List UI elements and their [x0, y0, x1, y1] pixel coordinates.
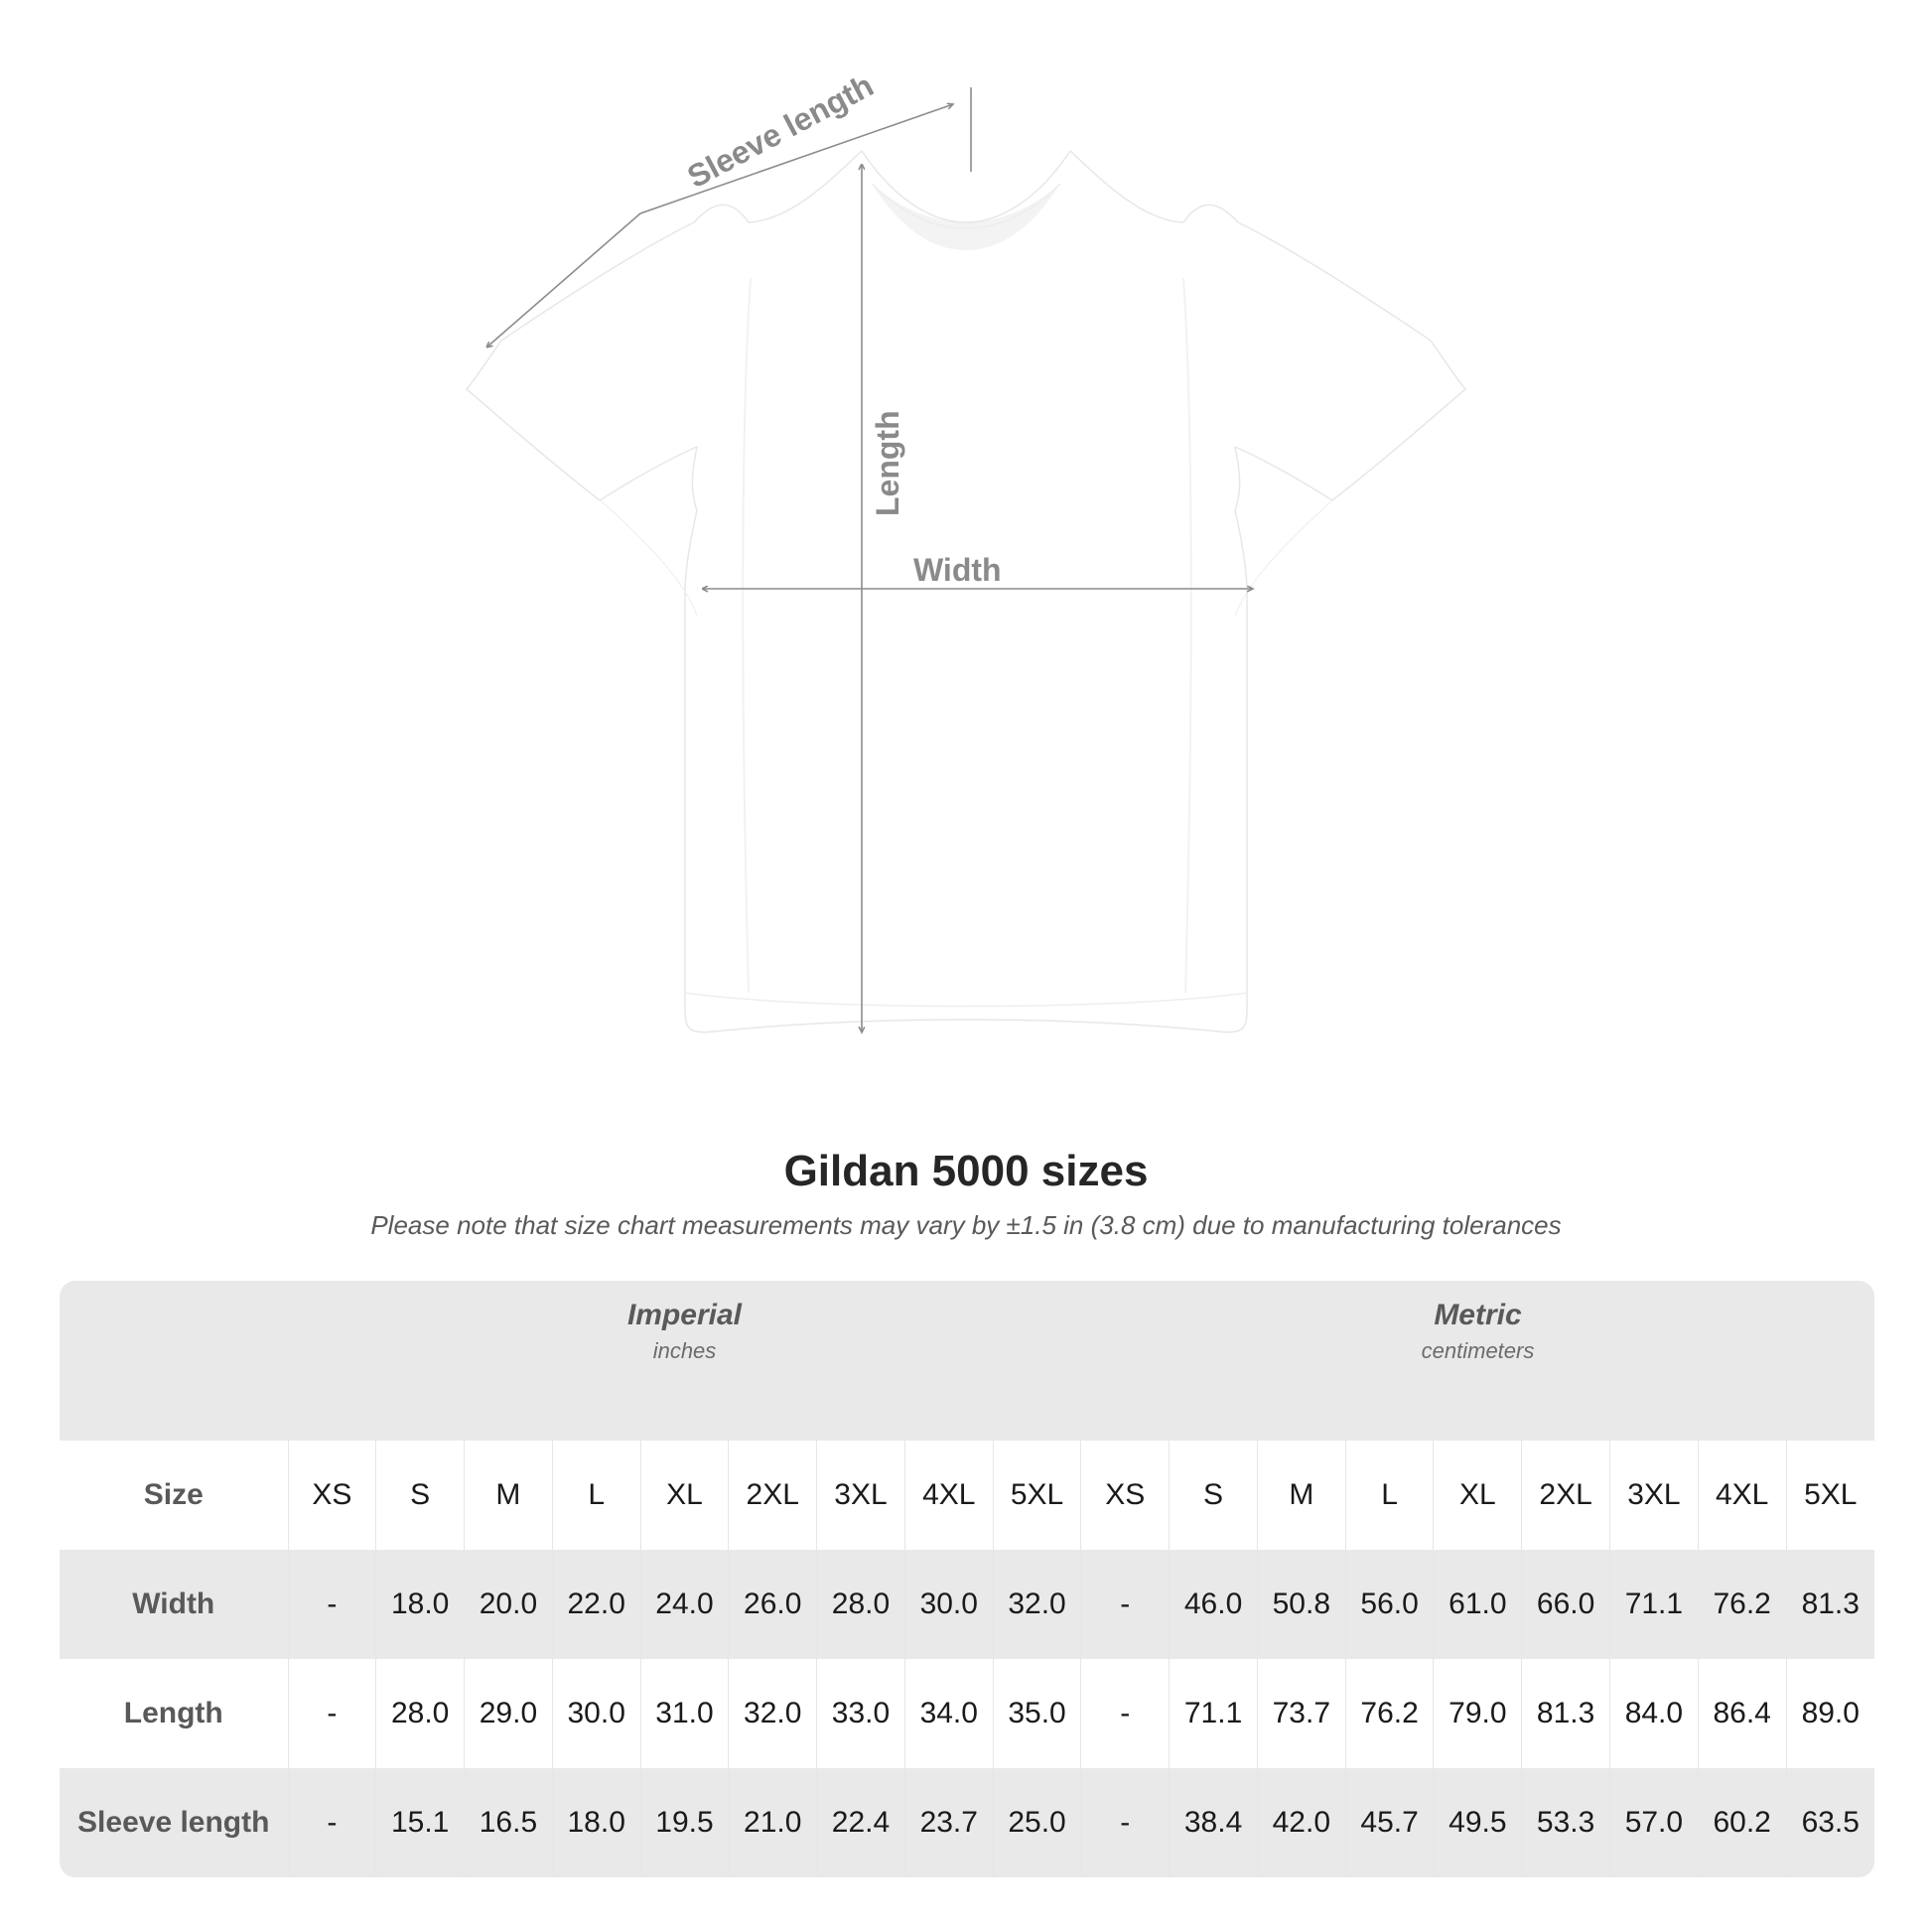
- svg-text:Width: Width: [913, 552, 1002, 588]
- svg-text:Length: Length: [870, 410, 905, 516]
